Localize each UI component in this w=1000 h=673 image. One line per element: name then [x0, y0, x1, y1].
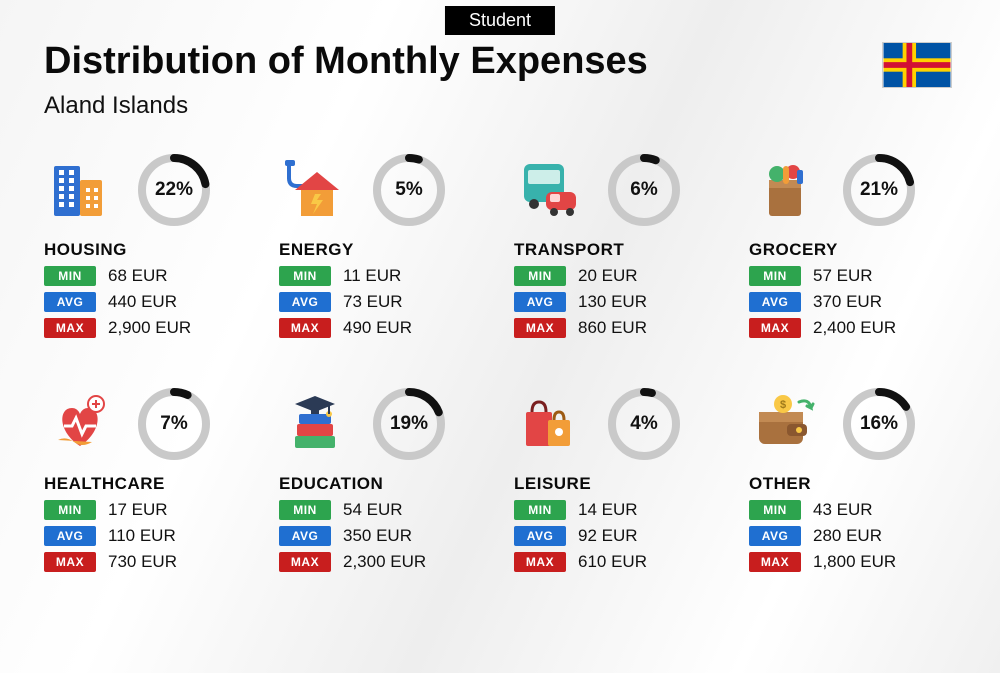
other-max: 1,800 EUR — [813, 552, 896, 572]
max-tag: MAX — [749, 552, 801, 572]
transport-name: TRANSPORT — [514, 240, 721, 260]
housing-avg: 440 EUR — [108, 292, 177, 312]
housing-icon — [44, 154, 116, 226]
leisure-avg: 92 EUR — [578, 526, 638, 546]
transport-pct: 6% — [606, 152, 682, 228]
education-max: 2,300 EUR — [343, 552, 426, 572]
energy-donut: 5% — [371, 152, 447, 228]
leisure-name: LEISURE — [514, 474, 721, 494]
leisure-min: 14 EUR — [578, 500, 638, 520]
transport-avg: 130 EUR — [578, 292, 647, 312]
transport-min: 20 EUR — [578, 266, 638, 286]
category-card-grocery: 21% GROCERY MIN 57 EUR AVG 370 EUR MAX 2… — [749, 150, 956, 338]
energy-icon — [279, 154, 351, 226]
avg-tag: AVG — [279, 526, 331, 546]
grocery-icon — [749, 154, 821, 226]
max-tag: MAX — [44, 552, 96, 572]
energy-min: 11 EUR — [343, 266, 401, 286]
healthcare-avg: 110 EUR — [108, 526, 176, 546]
max-tag: MAX — [44, 318, 96, 338]
other-name: OTHER — [749, 474, 956, 494]
leisure-icon — [514, 388, 586, 460]
category-card-education: 19% EDUCATION MIN 54 EUR AVG 350 EUR MAX… — [279, 384, 486, 572]
education-donut: 19% — [371, 386, 447, 462]
category-card-leisure: 4% LEISURE MIN 14 EUR AVG 92 EUR MAX 610… — [514, 384, 721, 572]
energy-pct: 5% — [371, 152, 447, 228]
transport-icon — [514, 154, 586, 226]
housing-min: 68 EUR — [108, 266, 168, 286]
other-icon: $ — [749, 388, 821, 460]
svg-text:$: $ — [780, 399, 786, 411]
healthcare-icon — [44, 388, 116, 460]
grocery-pct: 21% — [841, 152, 917, 228]
category-card-transport: 6% TRANSPORT MIN 20 EUR AVG 130 EUR MAX … — [514, 150, 721, 338]
grocery-name: GROCERY — [749, 240, 956, 260]
other-donut: 16% — [841, 386, 917, 462]
education-min: 54 EUR — [343, 500, 403, 520]
housing-max: 2,900 EUR — [108, 318, 191, 338]
max-tag: MAX — [514, 552, 566, 572]
grocery-donut: 21% — [841, 152, 917, 228]
flag-aland — [882, 42, 952, 88]
grocery-max: 2,400 EUR — [813, 318, 896, 338]
healthcare-name: HEALTHCARE — [44, 474, 251, 494]
energy-name: ENERGY — [279, 240, 486, 260]
min-tag: MIN — [514, 266, 566, 286]
page-title: Distribution of Monthly Expenses — [44, 40, 648, 83]
other-pct: 16% — [841, 386, 917, 462]
energy-max: 490 EUR — [343, 318, 412, 338]
education-icon — [279, 388, 351, 460]
min-tag: MIN — [749, 266, 801, 286]
healthcare-donut: 7% — [136, 386, 212, 462]
energy-avg: 73 EUR — [343, 292, 403, 312]
avg-tag: AVG — [279, 292, 331, 312]
healthcare-max: 730 EUR — [108, 552, 177, 572]
transport-donut: 6% — [606, 152, 682, 228]
min-tag: MIN — [44, 500, 96, 520]
education-name: EDUCATION — [279, 474, 486, 494]
avg-tag: AVG — [44, 526, 96, 546]
avg-tag: AVG — [514, 292, 566, 312]
other-avg: 280 EUR — [813, 526, 882, 546]
education-pct: 19% — [371, 386, 447, 462]
healthcare-pct: 7% — [136, 386, 212, 462]
leisure-max: 610 EUR — [578, 552, 647, 572]
badge-student: Student — [445, 6, 555, 35]
max-tag: MAX — [279, 318, 331, 338]
min-tag: MIN — [279, 266, 331, 286]
leisure-pct: 4% — [606, 386, 682, 462]
housing-donut: 22% — [136, 152, 212, 228]
category-card-energy: 5% ENERGY MIN 11 EUR AVG 73 EUR MAX 490 … — [279, 150, 486, 338]
max-tag: MAX — [749, 318, 801, 338]
housing-pct: 22% — [136, 152, 212, 228]
grocery-avg: 370 EUR — [813, 292, 882, 312]
education-avg: 350 EUR — [343, 526, 412, 546]
min-tag: MIN — [514, 500, 566, 520]
healthcare-min: 17 EUR — [108, 500, 168, 520]
min-tag: MIN — [44, 266, 96, 286]
max-tag: MAX — [514, 318, 566, 338]
leisure-donut: 4% — [606, 386, 682, 462]
category-card-other: $ 16% OTHER MIN 43 EUR AVG 280 EUR MAX 1… — [749, 384, 956, 572]
avg-tag: AVG — [44, 292, 96, 312]
transport-max: 860 EUR — [578, 318, 647, 338]
housing-name: HOUSING — [44, 240, 251, 260]
avg-tag: AVG — [749, 526, 801, 546]
category-card-healthcare: 7% HEALTHCARE MIN 17 EUR AVG 110 EUR MAX… — [44, 384, 251, 572]
avg-tag: AVG — [514, 526, 566, 546]
page-subtitle: Aland Islands — [44, 92, 188, 120]
categories-grid: 22% HOUSING MIN 68 EUR AVG 440 EUR MAX 2… — [44, 150, 956, 572]
avg-tag: AVG — [749, 292, 801, 312]
max-tag: MAX — [279, 552, 331, 572]
grocery-min: 57 EUR — [813, 266, 873, 286]
min-tag: MIN — [279, 500, 331, 520]
min-tag: MIN — [749, 500, 801, 520]
other-min: 43 EUR — [813, 500, 873, 520]
category-card-housing: 22% HOUSING MIN 68 EUR AVG 440 EUR MAX 2… — [44, 150, 251, 338]
